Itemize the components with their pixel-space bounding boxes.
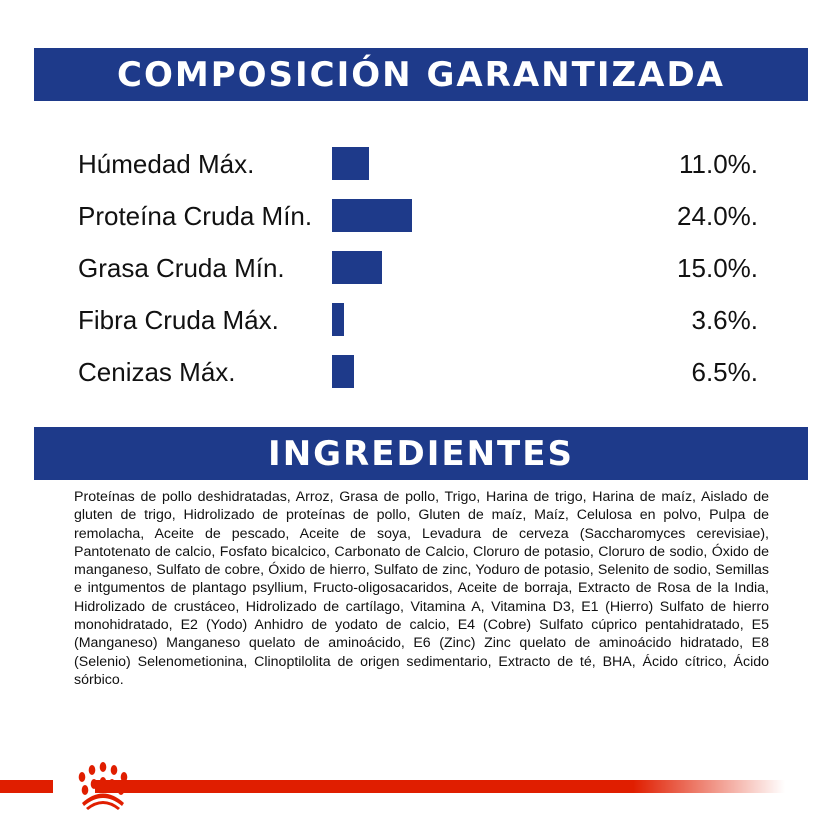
composition-header: COMPOSICIÓN GARANTIZADA (34, 48, 808, 101)
composition-row: Grasa Cruda Mín. 15.0%. (78, 251, 758, 285)
nutrient-label: Grasa Cruda Mín. (78, 253, 285, 283)
nutrient-value: 24.0%. (677, 201, 758, 231)
nutrient-bar (332, 251, 382, 284)
nutrient-value: 11.0%. (678, 149, 758, 179)
nutrient-label: Fibra Cruda Máx. (78, 305, 279, 335)
nutrient-bar (332, 303, 344, 336)
composition-title: COMPOSICIÓN GARANTIZADA (117, 54, 725, 95)
nutrient-label: Proteína Cruda Mín. (78, 201, 313, 231)
royal-canin-crown-logo (78, 762, 128, 810)
nutrient-label: Húmedad Máx. (78, 149, 255, 179)
nutrient-label: Cenizas Máx. (78, 357, 236, 387)
nutrient-bar (332, 199, 412, 232)
ingredients-title: INGREDIENTES (268, 433, 574, 474)
ingredients-text: Proteínas de pollo deshidratadas, Arroz,… (74, 489, 769, 688)
nutrient-bar (332, 147, 369, 180)
footer-line-right (95, 780, 785, 793)
ingredients-header: INGREDIENTES (34, 427, 808, 480)
footer-line-left (0, 780, 53, 793)
nutrient-value: 3.6%. (691, 305, 759, 335)
nutrient-bar (332, 355, 354, 388)
composition-row: Húmedad Máx. 11.0%. (78, 147, 758, 181)
composition-row: Proteína Cruda Mín. 24.0%. (78, 199, 758, 233)
composition-row: Cenizas Máx. 6.5%. (78, 355, 758, 389)
nutrient-value: 15.0%. (677, 253, 758, 283)
composition-row: Fibra Cruda Máx. 3.6%. (78, 303, 758, 337)
nutrient-value: 6.5%. (691, 357, 759, 387)
